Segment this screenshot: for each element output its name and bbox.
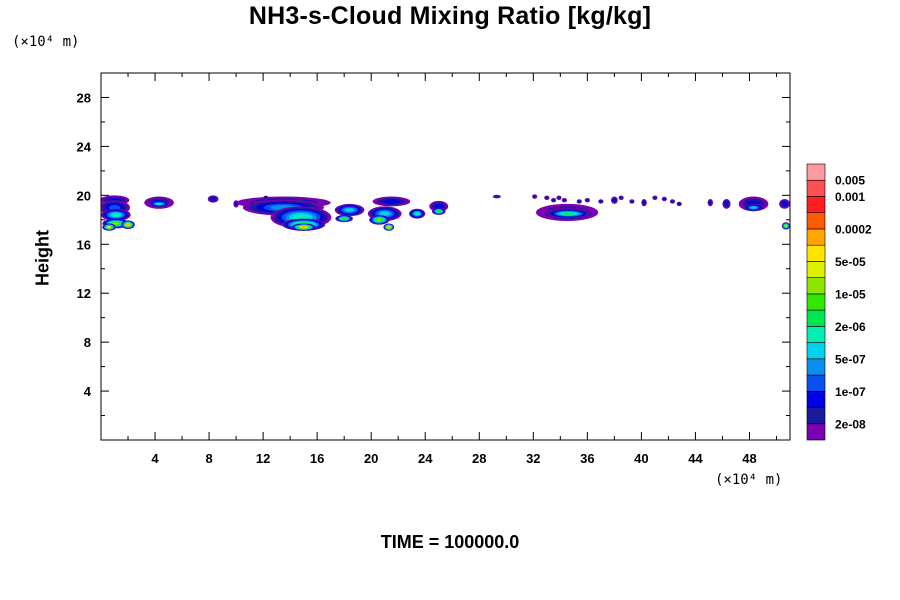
colorbar-swatch bbox=[806, 179, 826, 197]
cloud-speck-9-level-2 bbox=[631, 200, 633, 203]
cloud-speck-1-level-1 bbox=[545, 196, 549, 200]
y-tick-label: 16 bbox=[77, 237, 91, 252]
cloud-blob-34-level-2 bbox=[782, 201, 787, 207]
colorbar-label: 2e-08 bbox=[835, 417, 866, 431]
cloud-speck-6-level-1 bbox=[585, 198, 590, 202]
cloud-speck-5-level-2 bbox=[578, 200, 581, 203]
x-tick-label: 24 bbox=[418, 451, 433, 466]
cloud-blob-14-level-12 bbox=[301, 226, 307, 228]
cloud-speck-13-level-2 bbox=[678, 203, 681, 205]
cloud-speck-8-level-1 bbox=[619, 196, 623, 200]
colorbar-swatch bbox=[806, 277, 826, 295]
y-tick-label: 8 bbox=[84, 335, 91, 350]
colorbar-swatch bbox=[806, 196, 826, 214]
cloud-blob-5-level-12 bbox=[126, 223, 130, 226]
colorbar-swatch bbox=[806, 212, 826, 230]
x-tick-label: 40 bbox=[634, 451, 648, 466]
cloud-blob-3-level-9 bbox=[112, 222, 120, 225]
cloud-speck-7-level-2 bbox=[600, 200, 602, 203]
colorbar-swatch bbox=[806, 326, 826, 343]
cloud-blob-7-level-6 bbox=[156, 203, 162, 205]
cloud-blob-24-level-1 bbox=[494, 195, 500, 198]
cloud-blob-20-level-12 bbox=[387, 226, 390, 228]
x-tick-label: 12 bbox=[256, 451, 270, 466]
colorbar-swatch bbox=[806, 309, 826, 327]
colorbar-swatch bbox=[806, 374, 826, 392]
x-tick-label: 8 bbox=[205, 451, 212, 466]
colorbar-label: 0.0002 bbox=[835, 222, 872, 236]
x-axis-unit: (×10⁴ m) bbox=[715, 472, 783, 488]
x-tick-label: 16 bbox=[310, 451, 324, 466]
cloud-blob-17-level-2 bbox=[383, 199, 400, 204]
cloud-speck-14-level-2 bbox=[251, 203, 254, 205]
x-tick-label: 32 bbox=[526, 451, 540, 466]
cloud-blob-31-level-2 bbox=[724, 201, 729, 207]
colorbar-label: 5e-07 bbox=[835, 352, 866, 366]
cloud-layer bbox=[101, 194, 790, 231]
cloud-blob-18-level-5 bbox=[379, 211, 390, 216]
x-tick-label: 48 bbox=[742, 451, 756, 466]
cloud-speck-11-level-2 bbox=[663, 198, 666, 200]
y-tick-label: 4 bbox=[84, 384, 92, 399]
plot-frame bbox=[100, 72, 791, 441]
cloud-blob-15-level-5 bbox=[345, 208, 354, 212]
cloud-blob-33-level-5 bbox=[750, 206, 757, 209]
x-tick-label: 20 bbox=[364, 451, 378, 466]
cloud-blob-30-level-2 bbox=[709, 201, 712, 205]
cloud-blob-29-level-2 bbox=[642, 201, 646, 205]
time-label: TIME = 100000.0 bbox=[380, 532, 520, 552]
y-tick-label: 28 bbox=[77, 90, 91, 105]
cloud-blob-27-level-7 bbox=[562, 212, 574, 215]
chart-title: NH3-s-Cloud Mixing Ratio [kg/kg] bbox=[248, 2, 652, 30]
colorbar-swatch bbox=[806, 163, 826, 181]
colorbar-label: 0.001 bbox=[835, 190, 865, 204]
x-tick-label: 36 bbox=[580, 451, 594, 466]
cloud-blob-8-level-2 bbox=[210, 197, 216, 201]
colorbar-label: 1e-05 bbox=[835, 287, 866, 301]
colorbar-swatch bbox=[806, 390, 826, 408]
x-tick-label: 44 bbox=[688, 451, 703, 466]
cloud-blob-21-level-6 bbox=[414, 212, 420, 216]
colorbar-swatch bbox=[806, 358, 826, 376]
colorbar-label: 2e-06 bbox=[835, 320, 866, 334]
plot-area bbox=[101, 194, 790, 231]
x-tick-label: 28 bbox=[472, 451, 486, 466]
y-tick-label: 24 bbox=[77, 139, 92, 154]
cloud-speck-0-level-1 bbox=[532, 195, 537, 199]
colorbar-swatch bbox=[806, 244, 826, 262]
colorbar-swatch bbox=[806, 342, 826, 360]
cloud-speck-15-level-1 bbox=[264, 196, 268, 200]
cloud-blob-23-level-8 bbox=[437, 210, 441, 213]
colorbar-swatch bbox=[806, 228, 826, 246]
y-tick-label: 20 bbox=[77, 188, 91, 203]
cloud-blob-4-level-11 bbox=[107, 226, 111, 228]
cloud-blob-28-level-2 bbox=[612, 198, 616, 202]
colorbar-swatch bbox=[806, 261, 826, 278]
colorbar-swatch bbox=[806, 407, 826, 425]
cloud-speck-3-level-1 bbox=[557, 196, 561, 200]
cloud-speck-2-level-2 bbox=[552, 199, 555, 202]
x-tick-label: 4 bbox=[151, 451, 159, 466]
y-tick-label: 12 bbox=[77, 286, 91, 301]
cloud-speck-10-level-1 bbox=[653, 196, 657, 200]
colorbar-swatch bbox=[806, 423, 826, 441]
cloud-blob-2-level-6 bbox=[111, 213, 120, 217]
cloud-blob-35-level-10 bbox=[785, 225, 787, 227]
cloud-blob-16-level-8 bbox=[342, 217, 347, 220]
cloud-speck-12-level-1 bbox=[670, 199, 675, 203]
colorbar-label: 0.005 bbox=[835, 174, 865, 188]
y-axis-unit: (×10⁴ m) bbox=[12, 34, 80, 50]
colorbar-label: 5e-05 bbox=[835, 255, 866, 269]
colorbar-label: 1e-07 bbox=[835, 385, 866, 399]
cloud-blob-19-level-9 bbox=[376, 218, 382, 221]
cloud-blob-22-level-2 bbox=[434, 203, 443, 209]
colorbar-swatch bbox=[806, 293, 826, 311]
colorbar: 2e-08 1e-07 5e-07 2e-06 1e-05 5e-05 0.0002 0.00… bbox=[806, 163, 872, 441]
cloud-speck-4-level-2 bbox=[563, 199, 566, 202]
